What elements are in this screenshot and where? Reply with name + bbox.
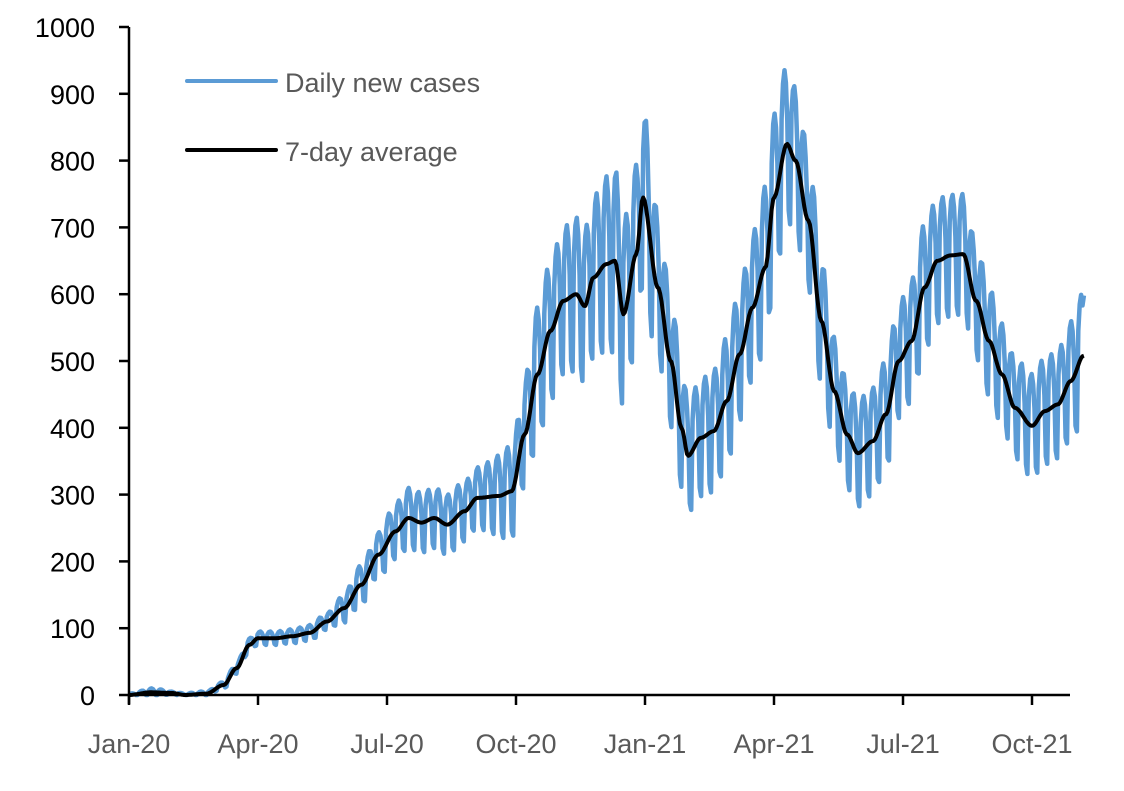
y-tick-label: 200	[50, 547, 95, 577]
y-tick-label: 900	[50, 80, 95, 110]
x-tick-label: Oct-21	[991, 729, 1072, 759]
x-axis-ticks: Jan-20 Apr-20 Jul-20 Oct-20 Jan-21 Apr-21 Jul-…	[88, 695, 1073, 759]
y-tick-label: 400	[50, 414, 95, 444]
y-tick-label: 1000	[35, 13, 95, 43]
y-tick-label: 700	[50, 213, 95, 243]
x-tick-label: Jan-21	[604, 729, 687, 759]
y-tick-label: 100	[50, 614, 95, 644]
x-tick-label: Jul-20	[350, 729, 424, 759]
axes	[127, 27, 1070, 704]
y-axis-ticks: 0 100 200 300 400 500 600 700 800 900 1000	[35, 13, 129, 711]
x-tick-label: Jul-21	[866, 729, 940, 759]
y-tick-label: 600	[50, 280, 95, 310]
x-tick-label: Jan-20	[88, 729, 171, 759]
y-tick-label: 500	[50, 347, 95, 377]
series-line-7-day-average	[128, 142, 1085, 697]
plot-lines	[128, 67, 1087, 698]
x-tick-label: Apr-21	[733, 729, 814, 759]
legend-label-daily-new-cases: Daily new cases	[285, 68, 480, 98]
y-tick-label: 300	[50, 481, 95, 511]
legend: Daily new cases 7-day average	[185, 68, 480, 167]
x-tick-label: Apr-20	[217, 729, 298, 759]
x-tick-label: Oct-20	[475, 729, 556, 759]
y-tick-label: 800	[50, 147, 95, 177]
series-line-daily-new-cases	[128, 67, 1087, 698]
y-tick-label: 0	[80, 681, 95, 711]
legend-label-7-day-average: 7-day average	[285, 137, 458, 167]
